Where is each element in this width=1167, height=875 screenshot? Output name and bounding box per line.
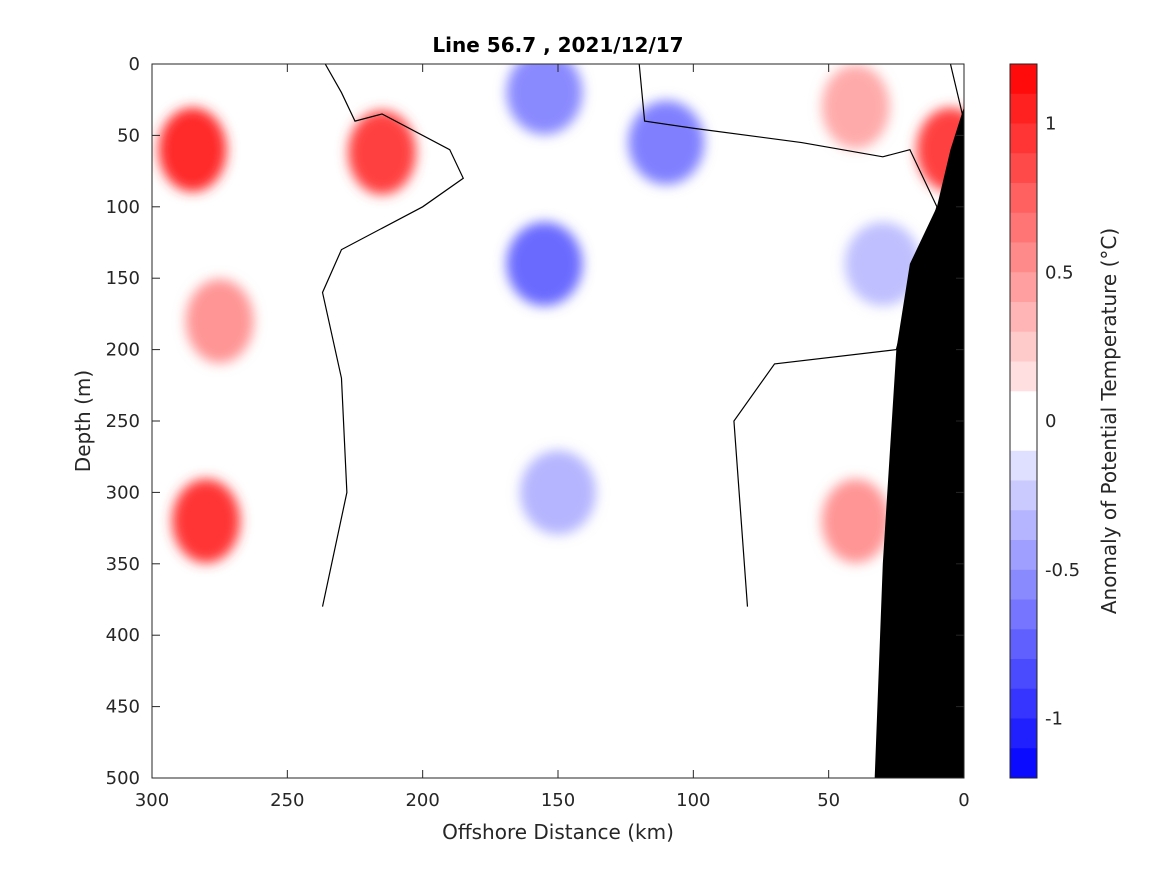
anomaly-feature-warm-5 — [821, 64, 890, 149]
anomaly-feature-warm-1 — [348, 110, 417, 195]
x-tick-label: 50 — [817, 790, 840, 811]
anomaly-feature-cool-8 — [506, 64, 583, 135]
x-axis: 300 250 200 150 100 50 0 — [135, 64, 970, 811]
colorbar-level — [1010, 153, 1037, 184]
colorbar-level — [1010, 510, 1037, 541]
anomaly-feature-cool-7 — [506, 221, 583, 306]
y-tick-label: 500 — [106, 768, 140, 789]
colorbar-level — [1010, 480, 1037, 511]
chart-title: Line 56.7 , 2021/12/17 — [432, 33, 683, 57]
colorbar-tick-label: -1 — [1045, 709, 1063, 730]
colorbar-level — [1010, 183, 1037, 214]
colorbar-level — [1010, 361, 1037, 392]
colorbar-level — [1010, 599, 1037, 630]
colorbar-level — [1010, 272, 1037, 303]
colorbar-level — [1010, 212, 1037, 243]
colorbar-level — [1010, 540, 1037, 571]
x-tick-label: 300 — [135, 790, 169, 811]
x-tick-label: 250 — [270, 790, 304, 811]
y-tick-label: 300 — [106, 482, 140, 503]
colorbar-frame — [1009, 63, 1038, 779]
colorbar-level — [1010, 242, 1037, 273]
colorbar-level — [1010, 64, 1037, 95]
y-tick-label: 350 — [106, 554, 140, 575]
colorbar-level — [1010, 93, 1037, 124]
anomaly-feature-cool-9 — [628, 100, 705, 185]
anomaly-feature-cool-10 — [520, 450, 596, 535]
anomaly-feature-warm-3 — [185, 279, 254, 364]
anomaly-feature-warm-6 — [821, 478, 890, 563]
colorbar-level — [1010, 391, 1037, 422]
colorbar-level — [1010, 450, 1037, 481]
y-tick-label: 250 — [106, 411, 140, 432]
anomaly-field — [152, 64, 964, 778]
x-tick-label: 0 — [958, 790, 969, 811]
colorbar: 1 0.5 0 -0.5 -1 — [1009, 63, 1080, 779]
colorbar-title: Anomaly of Potential Temperature (°C) — [1097, 228, 1121, 614]
x-tick-label: 150 — [541, 790, 575, 811]
y-tick-label: 450 — [106, 697, 140, 718]
x-axis-title: Offshore Distance (km) — [442, 820, 674, 844]
colorbar-level — [1010, 748, 1037, 779]
colorbar-tick-label: 1 — [1045, 114, 1056, 135]
colorbar-level — [1010, 331, 1037, 362]
colorbar-level — [1010, 569, 1037, 600]
zero-contour — [321, 64, 964, 607]
colorbar-tick-label: 0 — [1045, 411, 1056, 432]
y-tick-label: 100 — [106, 197, 140, 218]
x-tick-label: 200 — [405, 790, 439, 811]
colorbar-level — [1010, 659, 1037, 690]
anomaly-feature-warm-0 — [158, 107, 227, 192]
no-data-region — [152, 606, 964, 778]
anomaly-feature-warm-2 — [172, 478, 241, 563]
colorbar-tick-label: -0.5 — [1045, 560, 1080, 581]
x-tick-label: 100 — [676, 790, 710, 811]
colorbar-level — [1010, 629, 1037, 660]
y-axis-title: Depth (m) — [71, 370, 95, 472]
y-axis: 0 50 100 150 200 250 300 350 400 450 500 — [106, 54, 964, 789]
y-tick-label: 150 — [106, 268, 140, 289]
colorbar-level — [1010, 688, 1037, 719]
colorbar-level — [1010, 302, 1037, 333]
y-tick-label: 400 — [106, 625, 140, 646]
anomaly-feature-cool-11 — [844, 221, 921, 306]
colorbar-level — [1010, 421, 1037, 452]
y-tick-label: 50 — [117, 125, 140, 146]
colorbar-level — [1010, 123, 1037, 154]
colorbar-tick-label: 0.5 — [1045, 262, 1074, 283]
y-tick-label: 0 — [129, 54, 140, 75]
colorbar-level — [1010, 718, 1037, 749]
bathymetry-mask — [874, 106, 964, 778]
y-tick-label: 200 — [106, 340, 140, 361]
